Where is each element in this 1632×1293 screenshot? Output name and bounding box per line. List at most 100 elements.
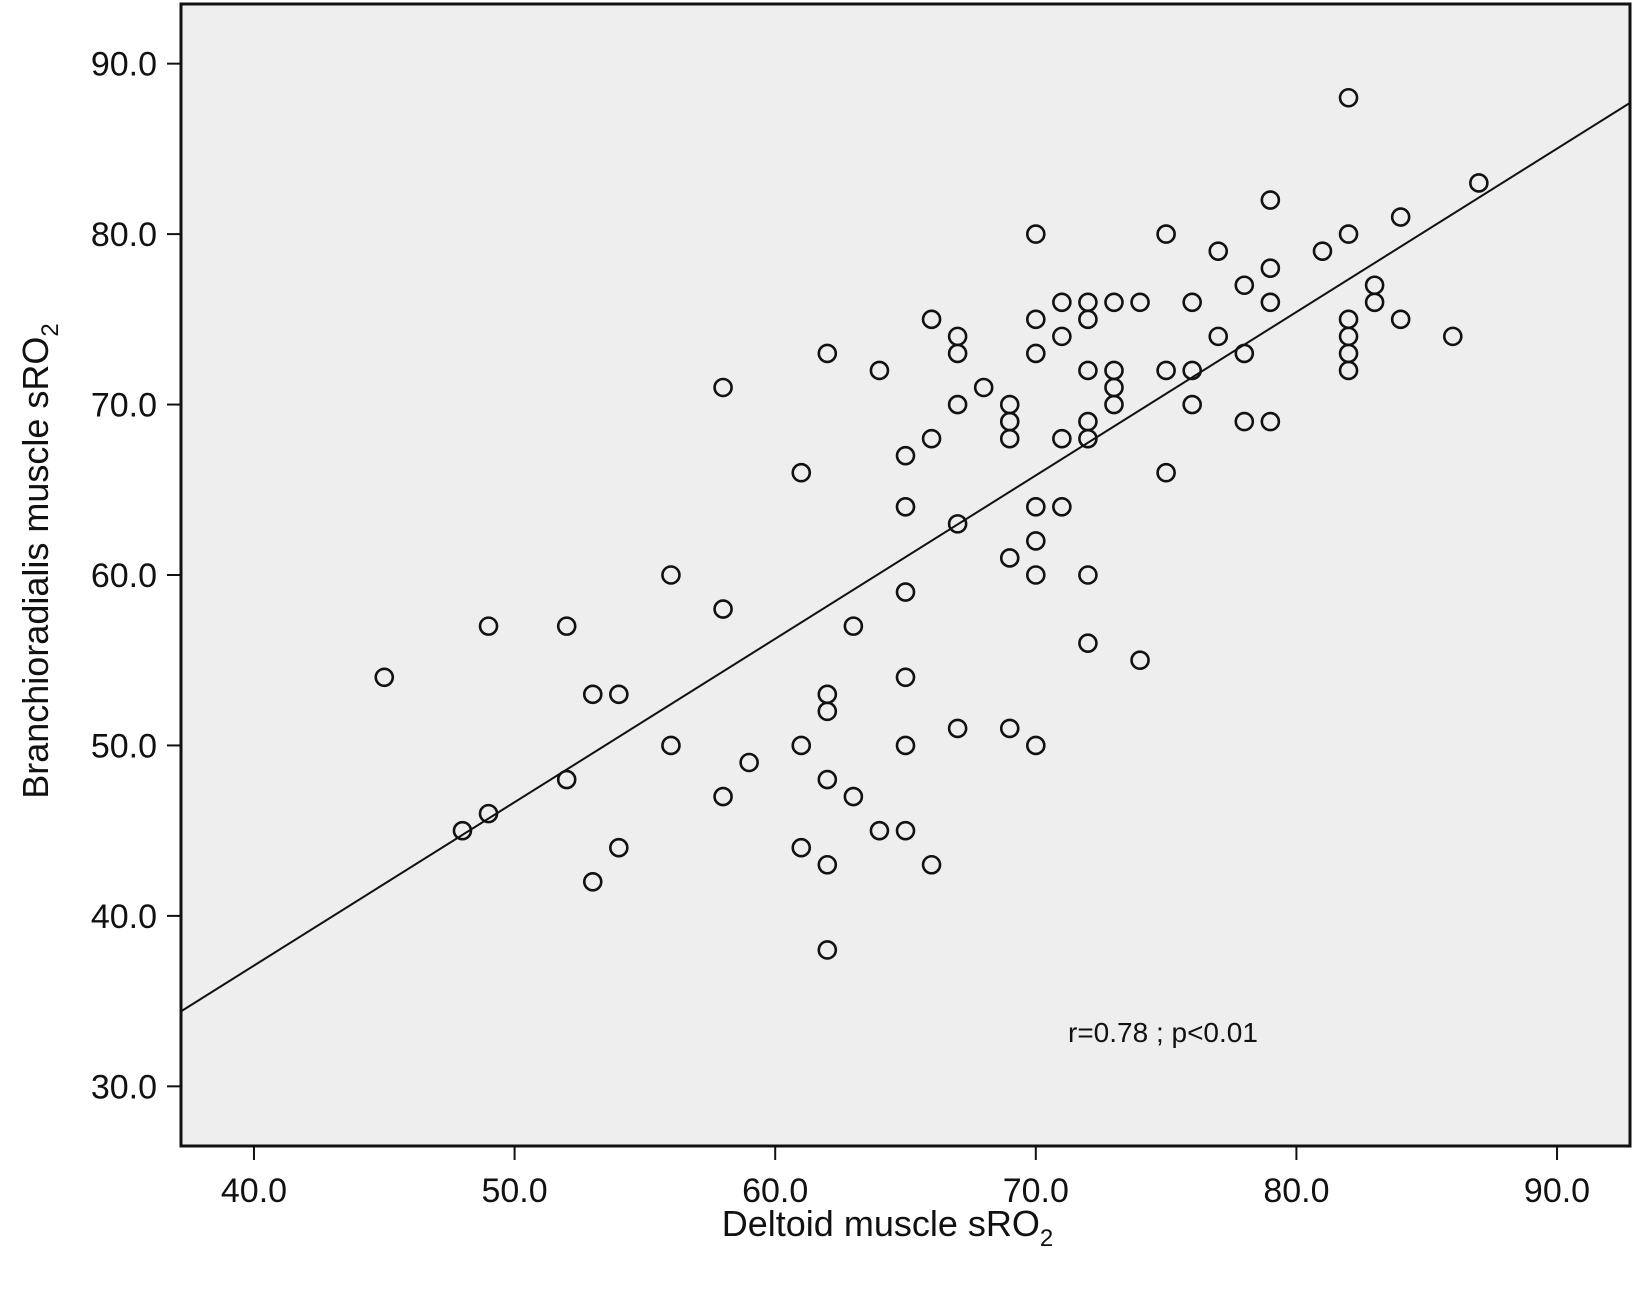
data-point — [1156, 224, 1176, 244]
data-point — [1234, 411, 1255, 432]
y-tick-label: 60.0 — [91, 557, 157, 595]
data-point — [1260, 190, 1281, 210]
data-point — [1026, 497, 1046, 517]
data-point — [1260, 292, 1281, 313]
data-point — [1026, 735, 1046, 756]
x-tick-label: 80.0 — [1263, 1172, 1329, 1210]
data-point — [1078, 360, 1098, 381]
data-point — [1052, 326, 1072, 347]
plot-area — [179, 2, 1632, 1148]
data-point — [1052, 292, 1072, 313]
data-point — [609, 684, 629, 705]
data-point — [791, 462, 812, 483]
data-point — [1208, 241, 1229, 261]
data-point — [895, 667, 916, 688]
data-point — [1052, 497, 1072, 517]
y-tick-label: 40.0 — [91, 898, 157, 936]
data-point — [1026, 343, 1046, 364]
data-point — [1052, 428, 1072, 449]
data-point — [1078, 565, 1098, 585]
data-point — [999, 428, 1020, 449]
data-point — [1469, 173, 1489, 193]
data-point — [1364, 292, 1385, 313]
data-point — [713, 599, 733, 619]
data-point — [1338, 87, 1359, 108]
data-point — [1156, 360, 1176, 381]
data-point — [1234, 275, 1255, 296]
data-point — [1182, 360, 1202, 381]
y-axis-title-main: Branchioradialis muscle sRO — [15, 337, 56, 799]
y-tick-label: 80.0 — [91, 216, 157, 254]
data-point — [374, 667, 395, 688]
data-point — [999, 548, 1020, 568]
data-point — [895, 582, 916, 602]
data-point — [791, 735, 812, 756]
data-point — [817, 343, 838, 364]
data-point — [556, 616, 577, 636]
data-point — [817, 854, 838, 875]
data-point — [478, 616, 499, 636]
data-point — [582, 872, 603, 892]
data-point — [895, 445, 916, 466]
data-point — [1182, 292, 1202, 313]
data-point — [869, 360, 890, 381]
data-point — [1156, 462, 1176, 483]
data-point — [1390, 309, 1411, 330]
data-point — [895, 735, 916, 756]
data-point — [921, 309, 942, 330]
data-point — [1026, 224, 1046, 244]
data-point — [556, 769, 577, 790]
data-point — [921, 428, 942, 449]
data-point — [1260, 258, 1281, 278]
data-point — [1130, 650, 1150, 671]
correlation-annotation: r=0.78 ; p<0.01 — [1068, 1017, 1258, 1048]
data-point — [1338, 224, 1359, 244]
data-point — [1078, 428, 1098, 449]
data-point — [947, 394, 968, 415]
data-point — [1104, 394, 1124, 415]
y-tick-label: 90.0 — [91, 46, 157, 84]
x-tick-label: 50.0 — [481, 1172, 547, 1210]
data-point — [791, 837, 812, 858]
data-point — [1208, 326, 1229, 347]
data-point — [895, 820, 916, 841]
x-axis-title: Deltoid muscle sRO2 — [722, 1203, 1053, 1252]
data-point — [947, 514, 968, 534]
data-point — [1312, 241, 1333, 261]
data-point — [843, 786, 864, 807]
data-point — [869, 820, 890, 841]
data-point — [1260, 411, 1281, 432]
data-point — [661, 735, 681, 756]
data-point — [947, 718, 968, 739]
data-point — [1182, 394, 1202, 415]
data-point — [1390, 207, 1411, 227]
x-tick-label: 90.0 — [1524, 1172, 1590, 1210]
y-tick-label: 70.0 — [91, 387, 157, 425]
y-axis-title-subscript: 2 — [37, 323, 64, 336]
data-point — [1026, 531, 1046, 551]
data-points — [374, 87, 1489, 960]
data-point — [1026, 565, 1046, 585]
data-point — [1026, 309, 1046, 330]
data-point — [921, 854, 942, 875]
x-tick-label: 70.0 — [1003, 1172, 1069, 1210]
data-point — [1104, 292, 1124, 313]
x-tick-label: 60.0 — [742, 1172, 808, 1210]
data-point — [895, 497, 916, 517]
data-point — [1338, 360, 1359, 381]
x-axis-title-main: Deltoid muscle sRO — [722, 1203, 1040, 1244]
data-point — [713, 786, 733, 807]
data-point — [947, 343, 968, 364]
data-point — [817, 769, 838, 790]
regression-line — [180, 102, 1631, 1013]
data-point — [713, 377, 733, 398]
data-point — [817, 701, 838, 722]
data-point — [661, 565, 681, 585]
data-point — [582, 684, 603, 705]
data-point — [973, 377, 994, 398]
data-point — [1130, 292, 1150, 313]
data-point — [843, 616, 864, 636]
data-point — [1078, 309, 1098, 330]
